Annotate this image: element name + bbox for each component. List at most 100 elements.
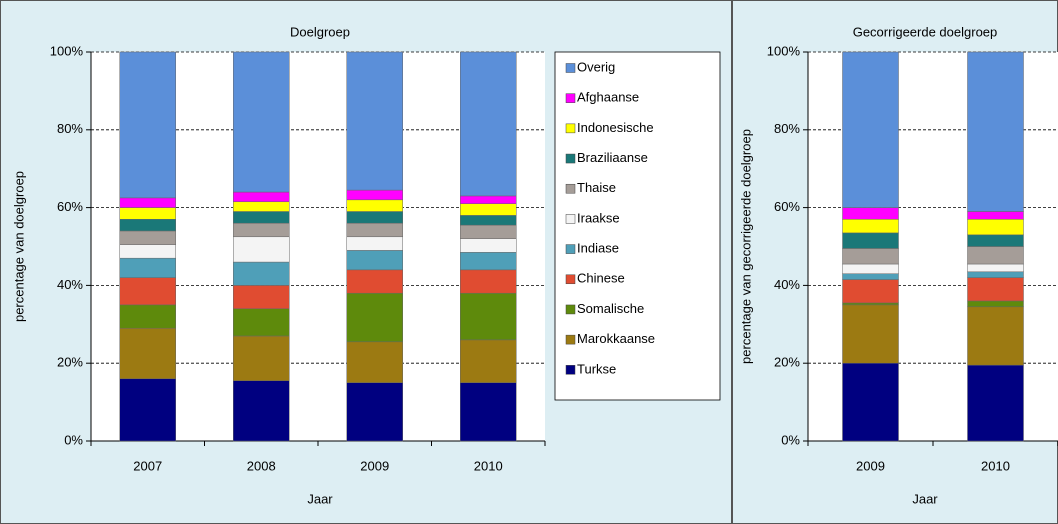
chart-title: Doelgroep [290,24,350,39]
bar-segment [460,51,517,197]
bar-segment [460,215,517,226]
legend-label: Afghaanse [577,90,639,105]
legend-label: Overig [577,59,615,74]
bar-segment [119,207,176,220]
bar-segment [119,197,176,208]
bar-segment [460,224,517,239]
y-tick-label: 40% [774,277,800,292]
y-axis-label: percentage van gecorrigeerde doelgroep [738,129,753,364]
bar-segment [233,261,290,286]
legend-swatch [565,63,576,73]
bar-segment [842,51,899,208]
legend-swatch [565,304,576,315]
bar-segment [967,263,1024,273]
bar-segment [460,339,517,383]
bar-segment [346,250,403,271]
y-axis-label: percentage van doelgroep [11,171,26,322]
y-tick-label: 60% [774,199,800,214]
y-tick-label: 60% [57,199,83,214]
bar-segment [842,304,899,364]
bar-segment [967,51,1024,212]
legend-label: Thaise [577,180,616,195]
bar-segment [346,292,403,343]
bar-segment [842,362,899,442]
x-tick-label: 2010 [474,458,503,473]
y-tick-label: 0% [781,432,800,447]
x-axis-label: Jaar [912,491,938,506]
bar-segment [346,222,403,238]
y-tick-label: 80% [774,121,800,136]
bar-segment [346,199,403,212]
y-tick-label: 100% [50,43,84,58]
bar-segment [842,219,899,234]
bar-segment [460,252,517,271]
bar-segment [842,207,899,220]
bar-segment [119,277,176,306]
y-tick-label: 0% [64,432,83,447]
legend-swatch [565,365,576,375]
legend-box [554,51,721,401]
bar-segment [967,364,1024,442]
bar-segment [842,263,899,274]
legend-label: Indonesische [577,120,654,135]
bar-segment [233,308,290,337]
bar-segment [346,189,403,201]
bar-segment [842,279,899,304]
bar-segment [233,380,290,442]
x-tick-label: 2010 [981,458,1010,473]
legend-swatch [565,123,576,134]
legend-swatch [565,153,576,164]
bar-segment [842,248,899,265]
bar-segment [967,211,1024,220]
bar-segment [119,244,176,259]
bar-segment [460,292,517,341]
bar-segment [119,257,176,278]
bar-segment [233,211,290,224]
bar-segment [967,234,1024,247]
x-tick-label: 2009 [856,458,885,473]
bar-segment [346,269,403,294]
bar-segment [460,269,517,294]
legend-swatch [565,244,576,254]
bar-segment [346,51,403,191]
x-tick-label: 2007 [133,458,162,473]
bar-segment [967,246,1024,265]
bar-segment [967,271,1024,278]
bar-segment [460,238,517,253]
bar-segment [842,232,899,249]
bar-segment [967,300,1024,308]
legend-swatch [565,274,576,285]
y-tick-label: 20% [57,355,83,370]
bar-segment [233,191,290,203]
legend-label: Chinese [577,271,625,286]
x-tick-label: 2008 [247,458,276,473]
x-tick-label: 2009 [360,458,389,473]
legend-label: Somalische [577,301,644,316]
x-axis-label: Jaar [307,491,333,506]
bar-segment [119,304,176,329]
chart-title: Gecorrigeerde doelgroep [853,24,998,39]
legend-swatch [565,183,576,194]
bar-segment [233,285,290,309]
y-tick-label: 100% [767,43,801,58]
legend-swatch [565,93,576,103]
y-tick-label: 20% [774,355,800,370]
bar-segment [233,236,290,263]
bar-segment [842,273,899,280]
legend-label: Indiase [577,241,619,256]
bar-segment [119,378,176,442]
bar-segment [460,382,517,442]
legend-swatch [565,214,576,224]
bar-segment [233,222,290,238]
bar-segment [346,382,403,442]
y-tick-label: 80% [57,121,83,136]
legend-label: Turkse [577,361,616,376]
bar-segment [119,219,176,232]
bar-segment [967,277,1024,302]
bar-segment [967,219,1024,236]
bar-segment [119,230,176,245]
bar-segment [460,203,517,216]
y-tick-label: 40% [57,277,83,292]
bar-segment [119,51,176,199]
bar-segment [233,51,290,193]
